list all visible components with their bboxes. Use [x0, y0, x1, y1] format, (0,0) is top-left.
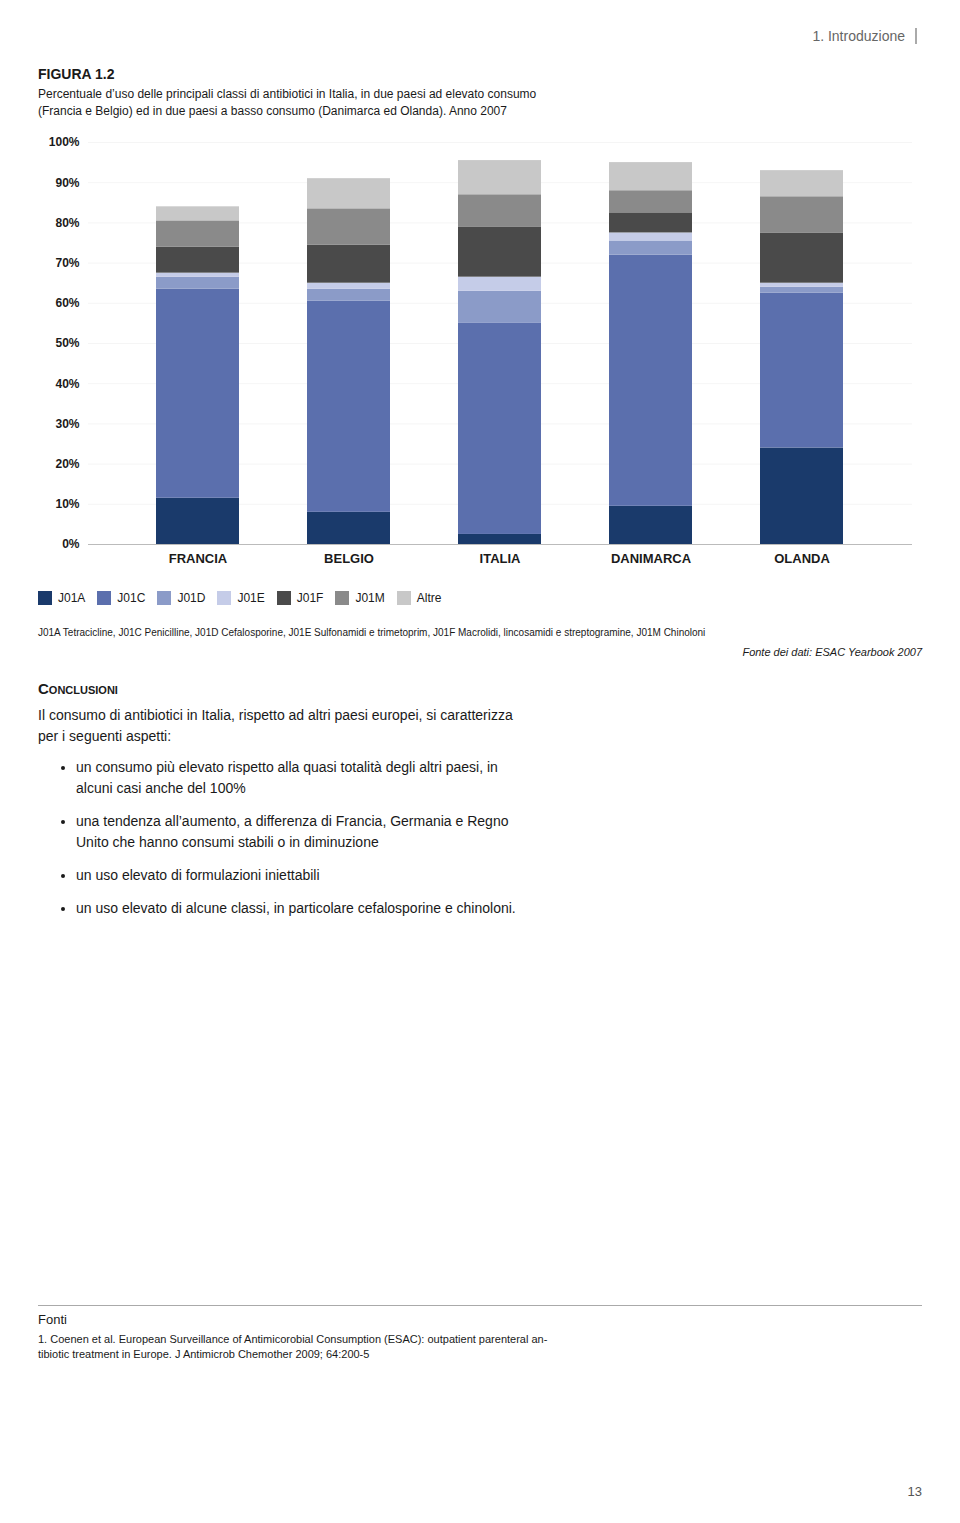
html-text:J01A Tetracicline, J01C Penici: J01A Tetracicline, J01C Penicilline, J01… [38, 626, 706, 638]
html-text:Percentuale d’uso delle princi: Percentuale d’uso delle principali class… [38, 87, 537, 118]
svg-text:ITALIA: ITALIA [480, 550, 522, 565]
html-text:Altre: Altre [416, 591, 442, 606]
html-text:Fonte dei dati: ESAC Yearbook: Fonte dei dati: ESAC Yearbook 2007 [742, 645, 922, 658]
html-text:1. Coenen et al. European Surv: 1. Coenen et al. European Surveillance o… [38, 1333, 548, 1361]
html-text:FIGURA 1.2: FIGURA 1.2 [38, 66, 115, 82]
svg-text:OLANDA: OLANDA [774, 550, 830, 565]
html-text:J01A: J01A [58, 591, 86, 606]
html-text:J01E: J01E [237, 591, 265, 606]
svg-text:30%: 30% [55, 416, 79, 430]
svg-text:80%: 80% [55, 215, 79, 229]
html-text:J01C: J01C [117, 591, 146, 606]
html-text:un consumo più elevato rispett: un consumo più elevato rispetto alla qua… [76, 758, 498, 796]
svg-text:40%: 40% [55, 376, 79, 390]
html-text:una tendenza all’aumento, a di: una tendenza all’aumento, a differenza d… [76, 812, 509, 850]
html-text:J01M: J01M [355, 591, 385, 606]
html-text:un uso elevato di alcune class: un uso elevato di alcune classi, in part… [76, 899, 516, 916]
svg-text:100%: 100% [49, 135, 80, 149]
svg-text:60%: 60% [55, 296, 79, 310]
svg-text:BELGIO: BELGIO [324, 550, 374, 565]
html-text:J01F: J01F [296, 591, 324, 606]
html-text:Il consumo di antibiotici in I: Il consumo di antibiotici in Italia, ris… [38, 706, 513, 744]
svg-text:10%: 10% [55, 497, 79, 511]
html-text:Fonti: Fonti [38, 1312, 67, 1327]
html-text:un uso elevato di formulazioni: un uso elevato di formulazioni iniettabi… [76, 866, 320, 883]
svg-text:70%: 70% [55, 256, 79, 270]
svg-text:50%: 50% [55, 336, 79, 350]
svg-text:DANIMARCA: DANIMARCA [611, 550, 692, 565]
svg-text:0%: 0% [62, 537, 80, 551]
svg-text:90%: 90% [55, 175, 79, 189]
svg-text:FRANCIA: FRANCIA [169, 550, 228, 565]
html-text:13: 13 [907, 1484, 922, 1499]
html-text:J01D: J01D [177, 591, 206, 606]
html-text:Conclusioni: Conclusioni [38, 679, 118, 697]
svg-text:20%: 20% [55, 457, 79, 471]
html-text:1. Introduzione: 1. Introduzione [812, 28, 905, 44]
